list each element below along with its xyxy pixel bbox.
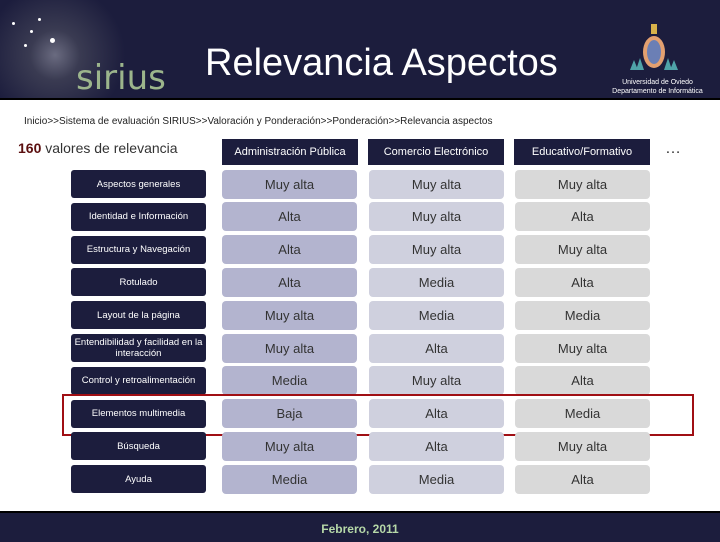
relevance-cell[interactable]: Alta — [515, 464, 650, 494]
relevance-cell[interactable]: Alta — [369, 431, 504, 461]
relevance-cell[interactable]: Muy alta — [369, 169, 504, 199]
relevance-cell[interactable]: Muy alta — [222, 333, 357, 363]
row-label: Entendibilidad y facilidad en la interac… — [71, 334, 206, 362]
relevance-cell[interactable]: Media — [222, 464, 357, 494]
row-label: Elementos multimedia — [71, 399, 206, 428]
relevance-count: 160 valores de relevancia — [18, 140, 178, 156]
university-name: Universidad de Oviedo Departamento de In… — [600, 78, 715, 96]
department-label: Departamento de Informática — [612, 88, 703, 95]
relevance-cell[interactable]: Muy alta — [515, 333, 650, 363]
relevance-cell[interactable]: Alta — [515, 202, 650, 232]
row-label: Layout de la página — [71, 301, 206, 330]
count-value: 160 — [18, 140, 42, 156]
university-crest-icon — [630, 24, 678, 70]
row-label: Control y retroalimentación — [71, 366, 206, 395]
relevance-cell[interactable]: Muy alta — [515, 235, 650, 265]
relevance-cell[interactable]: Muy alta — [222, 169, 357, 199]
row-label: Ayuda — [71, 465, 206, 494]
row-label: Estructura y Navegación — [71, 235, 206, 264]
relevance-cell[interactable]: Alta — [369, 333, 504, 363]
footer-date: Febrero, 2011 — [321, 522, 399, 536]
relevance-cell[interactable]: Media — [369, 300, 504, 330]
page-title: Relevancia Aspectos — [205, 42, 558, 84]
relevance-cell[interactable]: Baja — [222, 399, 357, 429]
column-header-administracion[interactable]: Administración Pública — [222, 139, 358, 165]
breadcrumb[interactable]: Inicio>>Sistema de evaluación SIRIUS>>Va… — [24, 116, 493, 127]
relevance-cell[interactable]: Media — [515, 399, 650, 429]
relevance-cell[interactable]: Media — [369, 464, 504, 494]
sirius-logo: sirius — [0, 0, 190, 98]
relevance-cell[interactable]: Muy alta — [369, 366, 504, 396]
relevance-cell[interactable]: Muy alta — [222, 431, 357, 461]
header-banner: sirius Relevancia Aspectos Universidad d… — [0, 0, 720, 100]
row-label: Rotulado — [71, 268, 206, 297]
column-header-comercio[interactable]: Comercio Electrónico — [368, 139, 504, 165]
relevance-cell[interactable]: Alta — [222, 202, 357, 232]
relevance-cell[interactable]: Alta — [515, 267, 650, 297]
relevance-cell[interactable]: Muy alta — [222, 300, 357, 330]
row-label: Aspectos generales — [71, 170, 206, 198]
relevance-cell[interactable]: Muy alta — [515, 169, 650, 199]
logo-text: sirius — [76, 58, 166, 98]
highlight-box — [62, 393, 694, 436]
relevance-cell[interactable]: Media — [515, 300, 650, 330]
row-label: Identidad e Información — [71, 202, 206, 231]
relevance-cell[interactable]: Media — [222, 366, 357, 396]
relevance-cell[interactable]: Alta — [369, 399, 504, 429]
row-label: Búsqueda — [71, 432, 206, 461]
relevance-cell[interactable]: Muy alta — [515, 431, 650, 461]
relevance-cell[interactable]: Media — [369, 267, 504, 297]
university-label: Universidad de Oviedo — [622, 79, 693, 86]
relevance-cell[interactable]: Alta — [222, 235, 357, 265]
relevance-cell[interactable]: Alta — [515, 366, 650, 396]
column-header-educativo[interactable]: Educativo/Formativo — [514, 139, 650, 165]
relevance-cell[interactable]: Muy alta — [369, 202, 504, 232]
more-columns-button[interactable]: … — [665, 140, 681, 157]
count-label: valores de relevancia — [41, 140, 178, 156]
relevance-cell[interactable]: Alta — [222, 267, 357, 297]
relevance-cell[interactable]: Muy alta — [369, 235, 504, 265]
footer: Febrero, 2011 — [0, 511, 720, 542]
